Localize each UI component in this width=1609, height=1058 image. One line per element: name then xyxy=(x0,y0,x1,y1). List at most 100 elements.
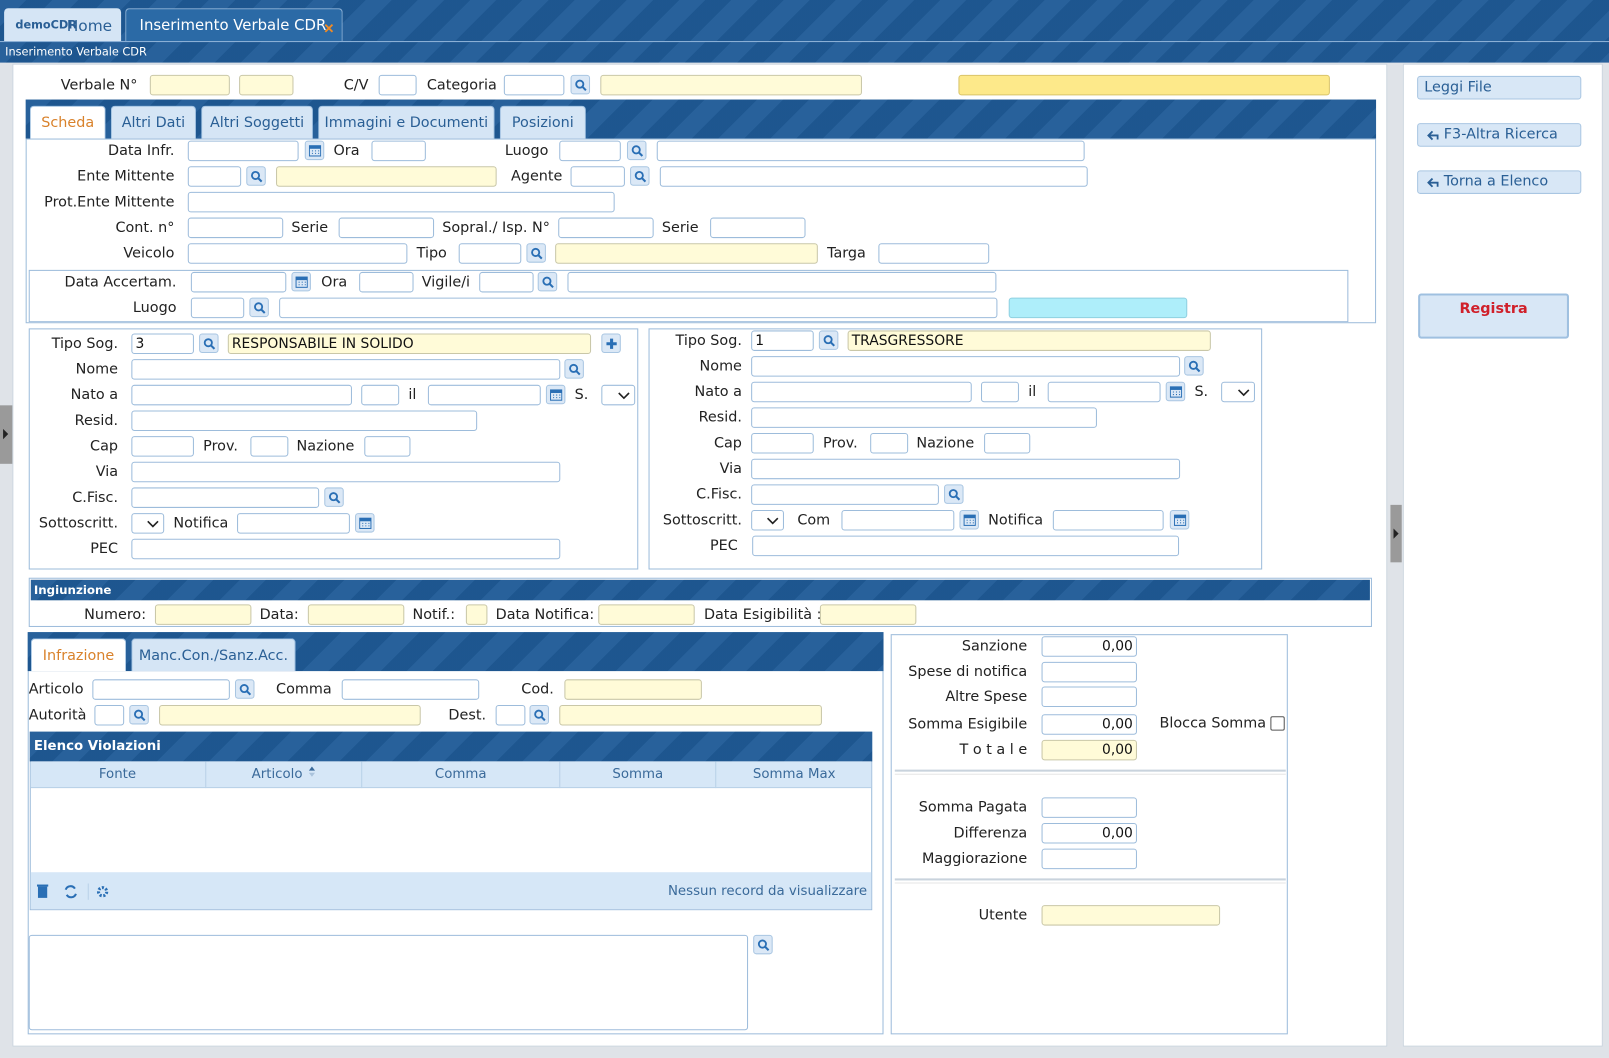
text-input[interactable]: 1 xyxy=(751,330,814,351)
text-input[interactable] xyxy=(751,381,972,403)
text-input[interactable] xyxy=(1047,381,1161,403)
search-button[interactable] xyxy=(249,297,269,318)
action-button[interactable]: Leggi File xyxy=(1417,75,1582,100)
select[interactable] xyxy=(131,513,165,534)
text-input[interactable] xyxy=(984,433,1031,454)
column-header[interactable]: Somma xyxy=(559,761,715,789)
text-input[interactable] xyxy=(190,271,287,293)
text-input[interactable] xyxy=(131,461,561,483)
note-textarea[interactable] xyxy=(28,934,749,1031)
text-input[interactable] xyxy=(154,604,252,625)
search-button[interactable] xyxy=(129,704,149,725)
select[interactable] xyxy=(751,509,784,531)
text-input[interactable] xyxy=(878,243,990,264)
calendar-button[interactable] xyxy=(545,384,566,405)
action-button[interactable]: Torna a Elenco xyxy=(1417,170,1582,194)
text-input[interactable] xyxy=(190,297,245,319)
text-input[interactable]: 0,00 xyxy=(1041,714,1137,735)
infrazione-tab[interactable]: Infrazione xyxy=(30,638,127,672)
text-input[interactable] xyxy=(600,74,862,96)
text-input[interactable] xyxy=(567,271,997,293)
search-button[interactable] xyxy=(324,487,344,507)
text-input[interactable] xyxy=(751,484,939,505)
search-button[interactable] xyxy=(944,484,964,504)
text-input[interactable] xyxy=(149,74,230,96)
text-input[interactable] xyxy=(555,243,818,264)
text-input[interactable] xyxy=(131,538,561,560)
infrazione-tab[interactable]: Manc.Con./Sanz.Acc. xyxy=(131,638,296,672)
text-input[interactable]: 0,00 xyxy=(1041,822,1137,844)
text-input[interactable] xyxy=(751,433,814,454)
text-input[interactable] xyxy=(250,436,289,457)
collapse-handle[interactable] xyxy=(1390,504,1402,563)
text-input[interactable] xyxy=(458,243,522,264)
text-input[interactable] xyxy=(371,140,426,162)
text-input[interactable] xyxy=(495,704,526,726)
text-input[interactable] xyxy=(92,679,230,700)
search-button[interactable] xyxy=(234,679,255,699)
search-button[interactable] xyxy=(570,74,591,95)
text-input[interactable] xyxy=(131,359,561,380)
text-input[interactable] xyxy=(559,140,621,162)
text-input[interactable] xyxy=(841,509,955,531)
search-button[interactable] xyxy=(246,166,266,186)
text-input[interactable] xyxy=(187,166,242,187)
calendar-button[interactable] xyxy=(291,271,311,292)
text-input[interactable] xyxy=(559,704,822,726)
text-input[interactable] xyxy=(751,356,1181,377)
text-input[interactable] xyxy=(276,166,497,187)
select[interactable] xyxy=(1221,381,1255,403)
add-button[interactable] xyxy=(601,333,621,353)
text-input[interactable] xyxy=(819,604,917,625)
search-button[interactable] xyxy=(626,140,647,161)
form-tab[interactable]: Scheda xyxy=(29,105,106,139)
current-tab[interactable] xyxy=(125,8,343,42)
text-input[interactable] xyxy=(279,297,998,319)
text-input[interactable]: TRASGRESSORE xyxy=(847,330,1211,351)
text-input[interactable] xyxy=(94,704,125,726)
close-tab[interactable] xyxy=(323,18,334,33)
checkbox[interactable] xyxy=(1270,716,1285,731)
text-input[interactable] xyxy=(558,217,654,239)
column-header[interactable]: Somma Max xyxy=(715,761,872,789)
search-button[interactable] xyxy=(537,271,558,292)
grid-tools[interactable] xyxy=(36,883,119,900)
text-input[interactable] xyxy=(131,436,194,457)
text-input[interactable] xyxy=(1041,686,1137,708)
form-tab[interactable]: Posizioni xyxy=(499,105,586,139)
text-input[interactable] xyxy=(1008,297,1188,319)
search-button[interactable] xyxy=(818,330,839,350)
text-input[interactable] xyxy=(980,381,1019,403)
form-tab[interactable]: Immagini e Documenti xyxy=(318,105,495,139)
search-button[interactable] xyxy=(529,704,549,725)
text-input[interactable] xyxy=(187,217,284,239)
text-input[interactable]: 0,00 xyxy=(1041,739,1137,761)
text-input[interactable]: 3 xyxy=(131,333,194,355)
text-input[interactable] xyxy=(338,217,435,239)
text-input[interactable] xyxy=(427,384,541,406)
text-input[interactable]: 0,00 xyxy=(1041,636,1137,657)
text-input[interactable] xyxy=(159,704,421,726)
search-button[interactable] xyxy=(1184,356,1204,376)
text-input[interactable] xyxy=(364,436,411,457)
text-input[interactable] xyxy=(341,679,480,700)
text-input[interactable] xyxy=(359,271,414,293)
text-input[interactable] xyxy=(656,140,1085,162)
text-input[interactable] xyxy=(465,604,488,625)
column-header[interactable]: Fonte xyxy=(98,766,137,782)
text-input[interactable] xyxy=(237,513,350,534)
text-input[interactable] xyxy=(378,74,417,96)
text-input[interactable] xyxy=(187,140,299,162)
calendar-button[interactable] xyxy=(1165,381,1186,402)
text-input[interactable] xyxy=(307,604,405,625)
text-input[interactable] xyxy=(239,74,294,96)
text-input[interactable] xyxy=(564,679,702,700)
text-input[interactable] xyxy=(131,384,352,406)
search-button[interactable] xyxy=(630,166,650,186)
select[interactable] xyxy=(601,384,636,406)
text-input[interactable] xyxy=(131,410,478,431)
text-input[interactable] xyxy=(131,487,320,508)
calendar-button[interactable] xyxy=(304,140,325,161)
form-tab[interactable]: Altri Soggetti xyxy=(201,105,313,139)
search-button[interactable] xyxy=(753,934,773,955)
